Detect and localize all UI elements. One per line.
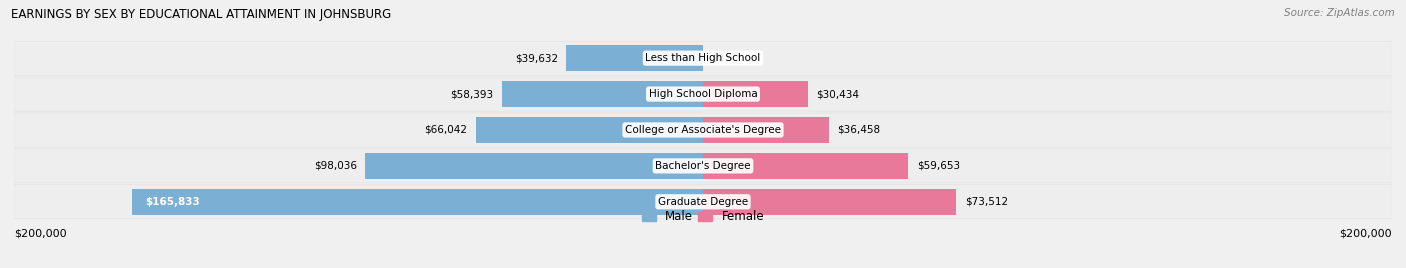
Bar [703, 117, 828, 143]
Bar [132, 189, 703, 215]
Text: $165,833: $165,833 [146, 197, 200, 207]
FancyBboxPatch shape [14, 77, 1392, 111]
FancyBboxPatch shape [14, 41, 1392, 75]
Bar [366, 153, 703, 179]
FancyBboxPatch shape [14, 41, 1392, 75]
Text: Graduate Degree: Graduate Degree [658, 197, 748, 207]
Bar [703, 81, 808, 107]
Bar [703, 189, 956, 215]
Text: Source: ZipAtlas.com: Source: ZipAtlas.com [1284, 8, 1395, 18]
Text: Less than High School: Less than High School [645, 53, 761, 63]
Text: $73,512: $73,512 [965, 197, 1008, 207]
FancyBboxPatch shape [14, 149, 1392, 183]
Text: College or Associate's Degree: College or Associate's Degree [626, 125, 780, 135]
Text: $200,000: $200,000 [14, 229, 66, 239]
Text: $0: $0 [711, 53, 724, 63]
FancyBboxPatch shape [14, 149, 1392, 183]
Text: High School Diploma: High School Diploma [648, 89, 758, 99]
Text: $98,036: $98,036 [314, 161, 357, 171]
Text: Bachelor's Degree: Bachelor's Degree [655, 161, 751, 171]
FancyBboxPatch shape [14, 185, 1392, 219]
Text: $59,653: $59,653 [917, 161, 960, 171]
Bar [703, 153, 908, 179]
Text: $30,434: $30,434 [817, 89, 859, 99]
Text: $39,632: $39,632 [515, 53, 558, 63]
FancyBboxPatch shape [14, 113, 1392, 147]
Text: $36,458: $36,458 [837, 125, 880, 135]
Bar [502, 81, 703, 107]
Bar [567, 45, 703, 71]
Bar [475, 117, 703, 143]
Legend: Male, Female: Male, Female [637, 206, 769, 228]
FancyBboxPatch shape [14, 113, 1392, 147]
Text: $66,042: $66,042 [423, 125, 467, 135]
Text: $200,000: $200,000 [1340, 229, 1392, 239]
FancyBboxPatch shape [14, 185, 1392, 219]
FancyBboxPatch shape [14, 77, 1392, 111]
Text: $58,393: $58,393 [450, 89, 494, 99]
Text: EARNINGS BY SEX BY EDUCATIONAL ATTAINMENT IN JOHNSBURG: EARNINGS BY SEX BY EDUCATIONAL ATTAINMEN… [11, 8, 391, 21]
